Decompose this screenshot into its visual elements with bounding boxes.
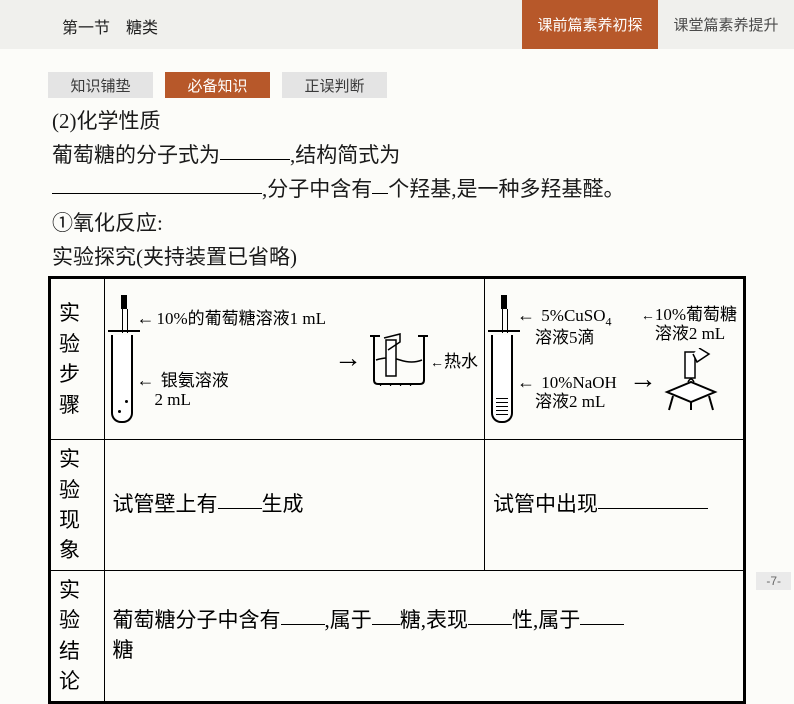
blank-phen-1 — [218, 488, 262, 509]
label-hot-water: ←热水 — [430, 353, 478, 372]
arrow-right-icon: → — [330, 343, 366, 375]
conclusion-cell: 葡萄糖分子中含有,属于糖,表现性,属于糖 — [104, 570, 745, 702]
label-glucose-1ml: 10%的葡萄糖溶液1 mL — [137, 309, 327, 329]
label-cuso4: 5%CuSO4溶液5滴 — [517, 306, 617, 347]
rowhead-steps: 实验 步骤 — [50, 278, 105, 440]
line-chem-props: (2)化学性质 — [52, 104, 746, 138]
experiment-table: 实验 步骤 10%的葡萄糖溶液1 mL 银氨溶液2 mL → — [48, 276, 746, 704]
label-naoh: 10%NaOH溶液2 mL — [517, 373, 617, 411]
blank-conc-3 — [468, 604, 512, 625]
rowhead-conclusion: 实验结论 — [50, 570, 105, 702]
diagram-silver-mirror: 10%的葡萄糖溶液1 mL 银氨溶液2 mL → — [104, 278, 485, 440]
table-row-conclusion: 实验结论 葡萄糖分子中含有,属于糖,表现性,属于糖 — [50, 570, 745, 702]
blank-conc-1 — [281, 604, 325, 625]
blank-formula — [220, 139, 290, 160]
line-oxidation-title: ①氧化反应: — [52, 206, 746, 240]
phen-right: 试管中出现 — [485, 440, 745, 571]
blank-phen-2 — [598, 488, 708, 509]
table-row-steps: 实验 步骤 10%的葡萄糖溶液1 mL 银氨溶液2 mL → — [50, 278, 745, 440]
phen-left: 试管壁上有生成 — [104, 440, 485, 571]
tab-inclass[interactable]: 课堂篇素养提升 — [658, 0, 794, 49]
line-experiment-intro: 实验探究(夹持装置已省略) — [52, 240, 746, 274]
beaker-icon — [370, 332, 428, 386]
blank-conc-2 — [372, 604, 400, 625]
tab-preclass[interactable]: 课前篇素养初探 — [522, 0, 658, 49]
subtab-required-knowledge[interactable]: 必备知识 — [165, 72, 270, 98]
test-tube-icon — [491, 335, 513, 423]
blank-structural — [52, 173, 262, 194]
subtab-tf-judgment[interactable]: 正误判断 — [282, 72, 387, 98]
sub-tab-bar: 知识铺垫 必备知识 正误判断 — [0, 49, 794, 98]
line-glucose-formula: 葡萄糖的分子式为,结构简式为 — [52, 138, 746, 172]
experiment-table-wrapper: 实验 步骤 10%的葡萄糖溶液1 mL 银氨溶液2 mL → — [48, 276, 746, 704]
header-bar: 第一节 糖类 课前篇素养初探 课堂篇素养提升 — [0, 0, 794, 49]
arrow-right-icon: → — [625, 364, 661, 396]
section-title: 第一节 糖类 — [0, 0, 522, 49]
label-glucose-2ml: ←10%葡萄糖溶液2 mL — [641, 306, 737, 343]
test-tube-icon — [111, 335, 133, 423]
blank-count — [372, 173, 388, 194]
diagram-cuoh2: 5%CuSO4溶液5滴 10%NaOH溶液2 mL ←10%葡萄糖溶液2 mL … — [485, 278, 745, 440]
blank-conc-4 — [580, 604, 624, 625]
line-structural-formula: ,分子中含有个羟基,是一种多羟基醛。 — [52, 172, 746, 206]
heating-tripod-icon — [661, 348, 721, 412]
main-content: (2)化学性质 葡萄糖的分子式为,结构简式为 ,分子中含有个羟基,是一种多羟基醛… — [0, 98, 794, 274]
table-row-phenomenon: 实验现象 试管壁上有生成 试管中出现 — [50, 440, 745, 571]
rowhead-phenomenon: 实验现象 — [50, 440, 105, 571]
subtab-knowledge-bg[interactable]: 知识铺垫 — [48, 72, 153, 98]
label-silver-ammonia: 银氨溶液2 mL — [137, 371, 327, 409]
page-number: -7- — [756, 572, 791, 590]
